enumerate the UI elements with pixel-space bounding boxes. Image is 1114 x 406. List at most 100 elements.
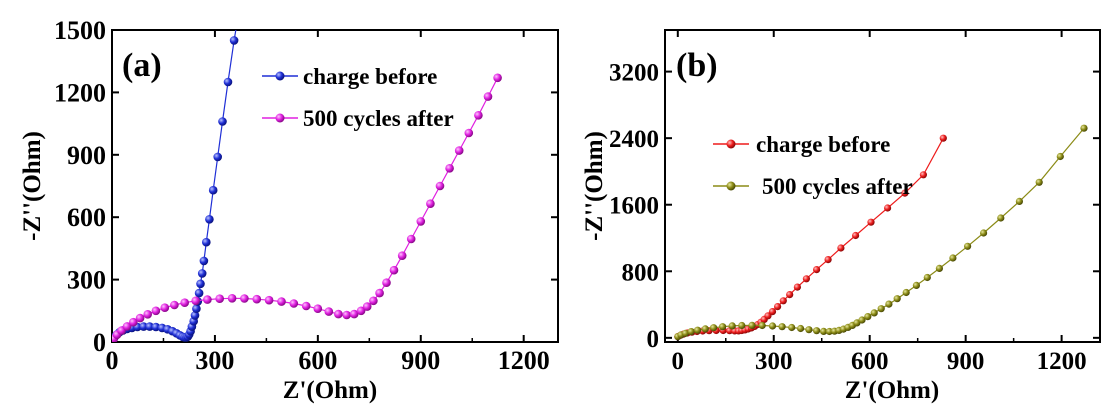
data-point bbox=[252, 295, 261, 304]
data-point bbox=[436, 182, 445, 191]
x-tick-label: 300 bbox=[195, 346, 234, 375]
data-point bbox=[455, 146, 464, 155]
y-tick-label: 1500 bbox=[54, 16, 106, 45]
y-axis-label: -Z''(Ohm) bbox=[581, 131, 608, 241]
data-point bbox=[913, 282, 920, 289]
data-point bbox=[240, 294, 249, 303]
panel-label: (a) bbox=[122, 47, 162, 84]
data-point bbox=[314, 304, 323, 313]
data-point bbox=[1016, 198, 1023, 205]
data-point bbox=[884, 204, 891, 211]
data-point bbox=[484, 92, 493, 101]
data-point bbox=[152, 307, 161, 316]
data-point bbox=[729, 322, 736, 329]
data-point bbox=[196, 280, 205, 289]
data-point bbox=[390, 266, 399, 275]
data-point bbox=[375, 289, 384, 298]
y-tick-label: 3200 bbox=[609, 60, 659, 87]
legend-label: charge before bbox=[303, 64, 437, 89]
x-tick-label: 1200 bbox=[498, 346, 550, 375]
data-point bbox=[161, 303, 170, 312]
x-tick-label: 900 bbox=[401, 346, 440, 375]
data-point bbox=[997, 214, 1004, 221]
data-point bbox=[398, 251, 407, 260]
data-point bbox=[205, 215, 214, 224]
data-point bbox=[837, 244, 844, 251]
data-point bbox=[342, 311, 351, 320]
data-point bbox=[325, 307, 334, 316]
data-point bbox=[980, 229, 987, 236]
data-point bbox=[797, 325, 804, 332]
data-point bbox=[230, 36, 239, 45]
data-point bbox=[407, 235, 416, 244]
x-axis-label: Z'(Ohm) bbox=[845, 377, 939, 404]
data-point bbox=[334, 310, 343, 319]
data-point bbox=[417, 217, 426, 226]
data-point bbox=[867, 219, 874, 226]
data-point bbox=[949, 254, 956, 261]
data-point bbox=[774, 303, 781, 310]
data-point bbox=[192, 304, 201, 313]
data-point bbox=[191, 297, 200, 306]
series-line bbox=[678, 138, 944, 336]
data-point bbox=[180, 298, 189, 307]
chart-panel-b: 0 300 600 900 1200 0 800 1600 2400 3200 Z'(Ohm) -Z'… bbox=[581, 30, 1100, 404]
data-point bbox=[426, 199, 435, 208]
data-point bbox=[1080, 125, 1087, 132]
data-point bbox=[786, 291, 793, 298]
data-point bbox=[369, 297, 378, 306]
data-point bbox=[688, 328, 695, 335]
data-point bbox=[719, 323, 726, 330]
y-tick-label: 2400 bbox=[609, 126, 659, 153]
data-point bbox=[710, 324, 717, 331]
data-point bbox=[302, 302, 311, 311]
legend-marker bbox=[276, 114, 285, 123]
data-point bbox=[170, 301, 179, 310]
y-tick-label: 600 bbox=[67, 203, 106, 232]
data-point bbox=[878, 305, 885, 312]
data-point bbox=[224, 78, 233, 87]
y-tick-label: 300 bbox=[67, 266, 106, 295]
data-point bbox=[825, 256, 832, 263]
y-tick-label: 800 bbox=[622, 259, 660, 286]
data-point bbox=[813, 327, 820, 334]
data-point bbox=[780, 297, 787, 304]
data-point bbox=[769, 322, 776, 329]
data-point bbox=[382, 278, 391, 287]
legend-marker bbox=[727, 140, 736, 149]
plot-area bbox=[109, 0, 502, 344]
data-point bbox=[474, 111, 483, 120]
data-point bbox=[143, 310, 152, 319]
data-point bbox=[936, 265, 943, 272]
data-point bbox=[265, 296, 274, 305]
data-point bbox=[228, 294, 237, 303]
data-point bbox=[237, 0, 246, 3]
chart-panel-a: 0 300 600 900 1200030060090012001500Z'(Ohm)-… bbox=[19, 0, 558, 404]
data-point bbox=[803, 275, 810, 282]
data-point bbox=[218, 117, 227, 126]
data-point bbox=[794, 284, 801, 291]
data-point bbox=[813, 266, 820, 273]
x-tick-label: 300 bbox=[755, 348, 793, 375]
legend-marker bbox=[276, 72, 285, 81]
data-point bbox=[290, 299, 299, 308]
data-point bbox=[759, 322, 766, 329]
legend-label: charge before bbox=[756, 132, 890, 157]
y-tick-label: 0 bbox=[93, 328, 106, 357]
legend-label: 500 cycles after bbox=[762, 174, 913, 199]
data-point bbox=[871, 309, 878, 316]
data-point bbox=[805, 326, 812, 333]
series-charge-before bbox=[674, 135, 947, 341]
data-point bbox=[894, 295, 901, 302]
data-point bbox=[779, 323, 786, 330]
data-point bbox=[202, 238, 211, 247]
legend: charge before 500 cycles after bbox=[262, 64, 454, 131]
y-tick-label: 0 bbox=[647, 326, 660, 353]
data-point bbox=[924, 274, 931, 281]
data-point bbox=[198, 269, 207, 278]
data-point bbox=[213, 153, 222, 162]
data-point bbox=[215, 294, 224, 303]
data-point bbox=[465, 129, 474, 138]
data-point bbox=[1057, 153, 1064, 160]
